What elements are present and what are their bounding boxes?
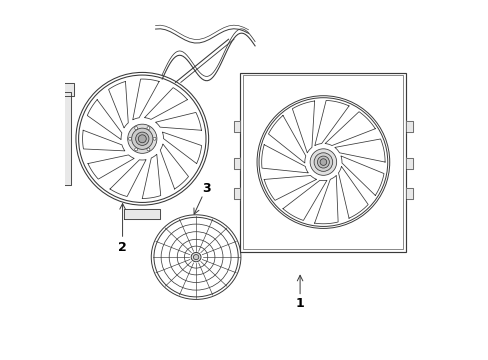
Polygon shape [268, 116, 305, 163]
Circle shape [313, 153, 332, 171]
Ellipse shape [193, 255, 198, 260]
Circle shape [135, 132, 149, 145]
Polygon shape [340, 156, 383, 195]
Polygon shape [292, 101, 314, 153]
Polygon shape [61, 84, 74, 96]
Polygon shape [314, 100, 348, 145]
Circle shape [138, 135, 146, 143]
Circle shape [147, 127, 150, 130]
Circle shape [128, 137, 131, 140]
Circle shape [259, 98, 387, 226]
Polygon shape [144, 87, 187, 120]
Circle shape [134, 148, 137, 151]
Polygon shape [142, 154, 161, 198]
Text: 1: 1 [295, 297, 304, 310]
Polygon shape [160, 144, 188, 189]
Polygon shape [155, 112, 201, 130]
Polygon shape [406, 188, 412, 199]
Circle shape [153, 137, 156, 140]
Polygon shape [234, 188, 240, 199]
Circle shape [131, 128, 153, 149]
Polygon shape [61, 92, 70, 185]
Polygon shape [87, 100, 122, 140]
Polygon shape [88, 155, 134, 179]
Polygon shape [314, 175, 337, 224]
Polygon shape [234, 158, 240, 169]
Circle shape [317, 156, 329, 168]
Polygon shape [338, 166, 367, 218]
Circle shape [147, 148, 150, 151]
Polygon shape [82, 130, 124, 151]
Circle shape [320, 159, 326, 165]
Polygon shape [283, 180, 326, 220]
Circle shape [309, 149, 336, 175]
Polygon shape [108, 81, 128, 128]
Text: 2: 2 [118, 241, 127, 254]
Polygon shape [325, 112, 374, 145]
Polygon shape [261, 145, 307, 173]
FancyBboxPatch shape [240, 72, 406, 252]
Polygon shape [110, 159, 146, 197]
Polygon shape [406, 158, 412, 169]
Polygon shape [264, 176, 316, 201]
Polygon shape [133, 79, 159, 120]
Text: 3: 3 [202, 183, 211, 195]
Circle shape [75, 71, 209, 206]
Polygon shape [124, 209, 160, 220]
Ellipse shape [191, 252, 201, 262]
Ellipse shape [150, 214, 242, 301]
Circle shape [134, 127, 137, 130]
Polygon shape [234, 121, 240, 132]
Polygon shape [406, 121, 412, 132]
Circle shape [127, 124, 157, 153]
Polygon shape [334, 139, 385, 162]
Polygon shape [162, 132, 201, 163]
